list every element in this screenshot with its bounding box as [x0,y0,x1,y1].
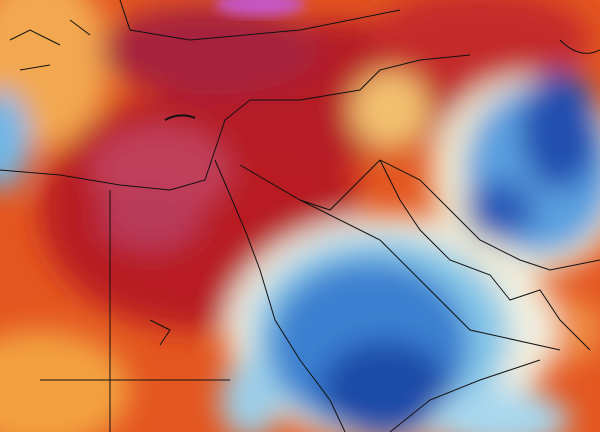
warm-area [0,330,130,432]
hot-area [370,0,590,90]
extreme-area [100,5,320,95]
border [239,159,381,211]
coastline [119,0,401,41]
coastline [214,159,346,432]
extreme-area [215,0,305,16]
cool-area [220,360,280,432]
coastline [0,54,471,191]
island [164,114,196,121]
cold-area [465,180,535,240]
border [299,199,561,351]
coastline [379,159,591,351]
cool-area [0,90,30,190]
cool-area [430,390,570,432]
coastline [9,19,91,71]
border [149,319,171,346]
border [389,359,541,432]
extreme-area [100,190,200,250]
coastline [559,39,600,54]
cold-area [320,340,450,432]
extreme-area [90,125,230,215]
warm-area [350,70,430,150]
coastline [379,159,600,271]
cold-area [520,70,600,190]
warm-area [0,0,110,150]
